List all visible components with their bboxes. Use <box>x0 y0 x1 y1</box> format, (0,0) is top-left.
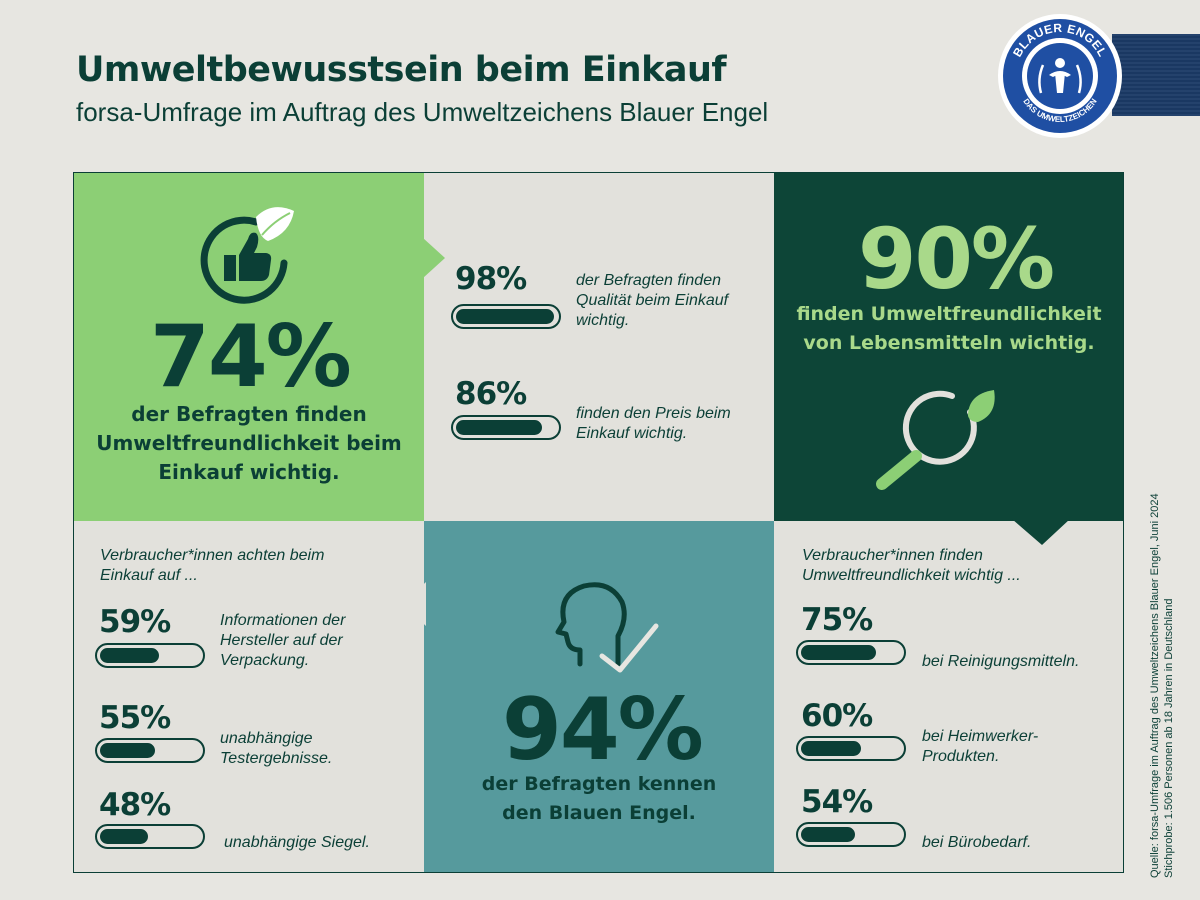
bar-label-diy-line: Produkten. <box>922 748 1000 765</box>
panel-product-categories <box>774 521 1123 872</box>
bar-track-seals <box>95 824 205 849</box>
bar-label-manufacturer-info-line: Hersteller auf der <box>220 632 343 649</box>
pointer-green <box>423 238 445 278</box>
page-title: Umweltbewusstsein beim Einkauf <box>76 50 727 90</box>
bar-track-diy <box>796 736 906 761</box>
panel-environment-74 <box>74 173 424 521</box>
seal-band <box>1112 34 1200 116</box>
stat-label-94-line: der Befragten kennen <box>481 773 717 795</box>
source-line: Stichprobe: 1.506 Personen ab 18 Jahren … <box>1163 598 1175 878</box>
bar-track-cleaning <box>796 640 906 665</box>
bar-fill-test-results <box>100 743 155 758</box>
bar-label-price-line: Einkauf wichtig. <box>576 425 688 442</box>
bar-label-office-line: bei Bürobedarf. <box>922 834 1032 851</box>
bar-value-manufacturer-info: 59% <box>99 604 171 640</box>
stat-label-94: der Befragten kennen den Blauen Engel. <box>434 770 764 828</box>
bar-label-seals-line: unabhängige Siegel. <box>224 834 370 851</box>
stat-label-90-line: finden Umweltfreundlichkeit <box>796 303 1102 325</box>
panel-awareness-94 <box>424 521 774 872</box>
bar-label-quality-line: der Befragten finden <box>576 272 721 289</box>
panel-attention <box>74 521 424 872</box>
stat-label-74-line: Einkauf wichtig. <box>158 460 340 484</box>
bar-label-cleaning-line: bei Reinigungsmitteln. <box>922 653 1080 670</box>
bar-track-price <box>451 415 561 440</box>
blauer-engel-seal-icon: BLAUER ENGEL DAS UMWELTZEICHEN <box>998 14 1122 138</box>
bar-label-diy: bei Heimwerker- Produkten. <box>922 727 1038 767</box>
bar-label-office: bei Bürobedarf. <box>922 833 1031 853</box>
bar-fill-seals <box>100 829 148 844</box>
bar-label-test-results-line: Testergebnisse. <box>220 750 333 767</box>
bar-label-manufacturer-info-line: Verpackung. <box>220 652 310 669</box>
bar-fill-price <box>456 420 542 435</box>
bar-track-manufacturer-info <box>95 643 205 668</box>
stat-label-90-line: von Lebensmitteln wichtig. <box>803 332 1095 354</box>
thumbs-up-leaf-icon <box>200 207 294 304</box>
stat-label-74: der Befragten finden Umweltfreundlichkei… <box>86 400 412 487</box>
bar-label-test-results-line: unabhängige <box>220 730 313 747</box>
magnifier-leaf-icon <box>876 390 995 490</box>
bar-value-seals: 48% <box>99 787 171 823</box>
source-note: Quelle: forsa-Umfrage im Auftrag des Umw… <box>1148 478 1176 878</box>
bar-value-quality: 98% <box>455 261 527 297</box>
infographic-frame <box>73 172 1124 873</box>
stat-label-74-line: der Befragten finden <box>131 402 367 426</box>
bar-value-diy: 60% <box>801 698 873 734</box>
panel-attention-title-line: Einkauf auf ... <box>100 567 198 584</box>
bar-label-manufacturer-info: Informationen der Hersteller auf der Ver… <box>220 611 345 671</box>
bar-fill-diy <box>801 741 861 756</box>
bar-label-diy-line: bei Heimwerker- <box>922 728 1039 745</box>
bar-fill-office <box>801 827 855 842</box>
stat-value-74: 74% <box>150 307 352 407</box>
bar-value-price: 86% <box>455 376 527 412</box>
head-check-icon <box>555 582 659 673</box>
bar-label-price-line: finden den Preis beim <box>576 405 731 422</box>
pointer-dark <box>1012 519 1070 545</box>
panel-quality-price <box>424 173 774 521</box>
bar-label-seals: unabhängige Siegel. <box>224 833 370 853</box>
bar-label-cleaning: bei Reinigungsmitteln. <box>922 652 1079 672</box>
panel-categories-title: Verbraucher*innen finden Umweltfreundlic… <box>802 546 1021 586</box>
source-line: Quelle: forsa-Umfrage im Auftrag des Umw… <box>1149 493 1161 878</box>
panel-categories-title-line: Umweltfreundlichkeit wichtig ... <box>802 567 1021 584</box>
panel-categories-title-line: Verbraucher*innen finden <box>802 547 983 564</box>
bar-fill-quality <box>456 309 554 324</box>
page-subtitle: forsa-Umfrage im Auftrag des Umweltzeich… <box>76 97 769 127</box>
bar-label-test-results: unabhängige Testergebnisse. <box>220 729 332 769</box>
bar-label-quality: der Befragten finden Qualität beim Einka… <box>576 271 728 331</box>
bar-value-test-results: 55% <box>99 700 171 736</box>
bar-track-quality <box>451 304 561 329</box>
bar-track-test-results <box>95 738 205 763</box>
bar-fill-cleaning <box>801 645 876 660</box>
pointer-left <box>402 582 426 626</box>
bar-fill-manufacturer-info <box>100 648 159 663</box>
bar-label-quality-line: wichtig. <box>576 312 630 329</box>
stat-label-94-line: den Blauen Engel. <box>502 802 696 824</box>
stat-label-74-line: Umweltfreundlichkeit beim <box>96 431 402 455</box>
bar-label-quality-line: Qualität beim Einkauf <box>576 292 729 309</box>
panel-attention-title-line: Verbraucher*innen achten beim <box>100 547 325 564</box>
bar-label-manufacturer-info-line: Informationen der <box>220 612 346 629</box>
bar-track-office <box>796 822 906 847</box>
bar-value-office: 54% <box>801 784 873 820</box>
bar-label-price: finden den Preis beim Einkauf wichtig. <box>576 404 731 444</box>
stat-value-90: 90% <box>858 210 1055 308</box>
panel-attention-title: Verbraucher*innen achten beim Einkauf au… <box>100 546 324 586</box>
stat-label-90: finden Umweltfreundlichkeit von Lebensmi… <box>784 300 1114 358</box>
stat-value-94: 94% <box>502 680 704 780</box>
bar-value-cleaning: 75% <box>801 602 873 638</box>
